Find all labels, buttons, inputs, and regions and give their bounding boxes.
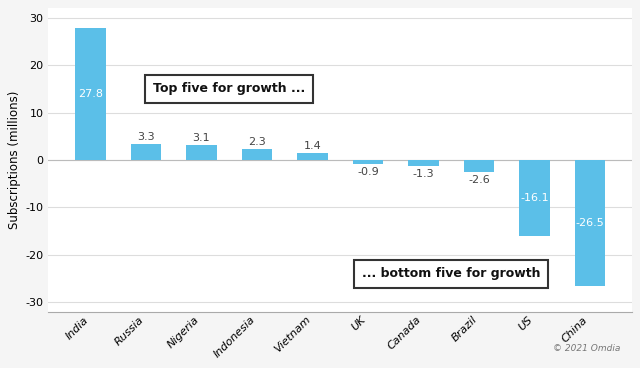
Text: -2.6: -2.6: [468, 175, 490, 185]
Bar: [131, 144, 161, 160]
Bar: [519, 160, 550, 236]
Text: -16.1: -16.1: [520, 193, 548, 203]
Bar: [353, 160, 383, 164]
Bar: [297, 153, 328, 160]
Bar: [186, 145, 216, 160]
Text: -26.5: -26.5: [575, 218, 604, 228]
Text: 3.1: 3.1: [193, 133, 210, 143]
Text: 1.4: 1.4: [303, 141, 321, 151]
Y-axis label: Subscriptions (millions): Subscriptions (millions): [8, 91, 21, 229]
Bar: [75, 28, 106, 160]
Text: 3.3: 3.3: [137, 132, 155, 142]
Text: -0.9: -0.9: [357, 167, 379, 177]
Text: 27.8: 27.8: [78, 89, 103, 99]
Text: -1.3: -1.3: [413, 169, 434, 178]
Text: ... bottom five for growth: ... bottom five for growth: [362, 268, 540, 280]
Text: © 2021 Omdia: © 2021 Omdia: [554, 344, 621, 353]
Bar: [408, 160, 438, 166]
Text: 2.3: 2.3: [248, 137, 266, 147]
Bar: [463, 160, 494, 172]
Text: Top five for growth ...: Top five for growth ...: [153, 82, 305, 95]
Bar: [241, 149, 272, 160]
Bar: [575, 160, 605, 286]
